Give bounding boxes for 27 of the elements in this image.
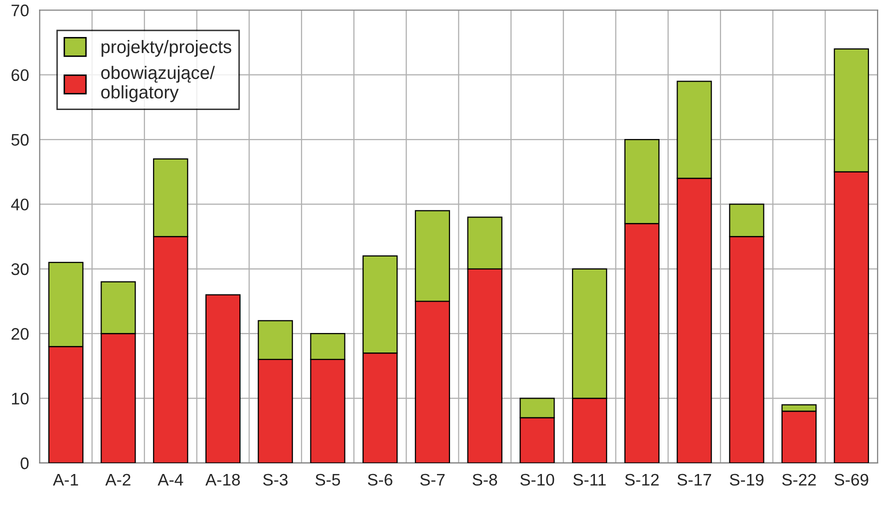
x-tick-label: A-2 bbox=[105, 474, 130, 486]
x-tick-label: S-19 bbox=[730, 474, 764, 486]
y-tick-label: 0 bbox=[20, 457, 29, 470]
x-tick-label: S-10 bbox=[520, 474, 554, 486]
y-tick-label: 10 bbox=[12, 392, 29, 404]
x-tick-label: S-69 bbox=[834, 474, 868, 486]
y-tick-label: 40 bbox=[11, 198, 29, 210]
legend-label: obowiązujące/ obligatory bbox=[101, 66, 215, 102]
y-tick-label: 30 bbox=[11, 263, 29, 276]
bar bbox=[205, 294, 241, 463]
x-tick-label: A-18 bbox=[205, 474, 240, 486]
x-tick-label: S-12 bbox=[625, 474, 659, 486]
x-tick-label: A-4 bbox=[158, 474, 184, 486]
x-tick-label: S-8 bbox=[472, 474, 498, 486]
y-tick-label: 50 bbox=[11, 134, 29, 146]
x-tick-label: S-17 bbox=[677, 474, 712, 486]
x-tick-label: S-6 bbox=[368, 474, 392, 486]
x-tick-label: S-5 bbox=[316, 474, 340, 486]
x-tick-label: S-3 bbox=[263, 474, 288, 486]
y-tick-label: 70 bbox=[12, 4, 29, 16]
legend-label: projekty/projects bbox=[102, 40, 232, 57]
x-tick-label: S-11 bbox=[573, 474, 606, 486]
x-tick-label: A-1 bbox=[52, 474, 78, 486]
y-tick-label: 20 bbox=[12, 328, 29, 340]
y-tick-label: 60 bbox=[12, 69, 29, 82]
x-tick-label: S-7 bbox=[420, 474, 445, 486]
x-tick-label: S-22 bbox=[782, 474, 816, 486]
